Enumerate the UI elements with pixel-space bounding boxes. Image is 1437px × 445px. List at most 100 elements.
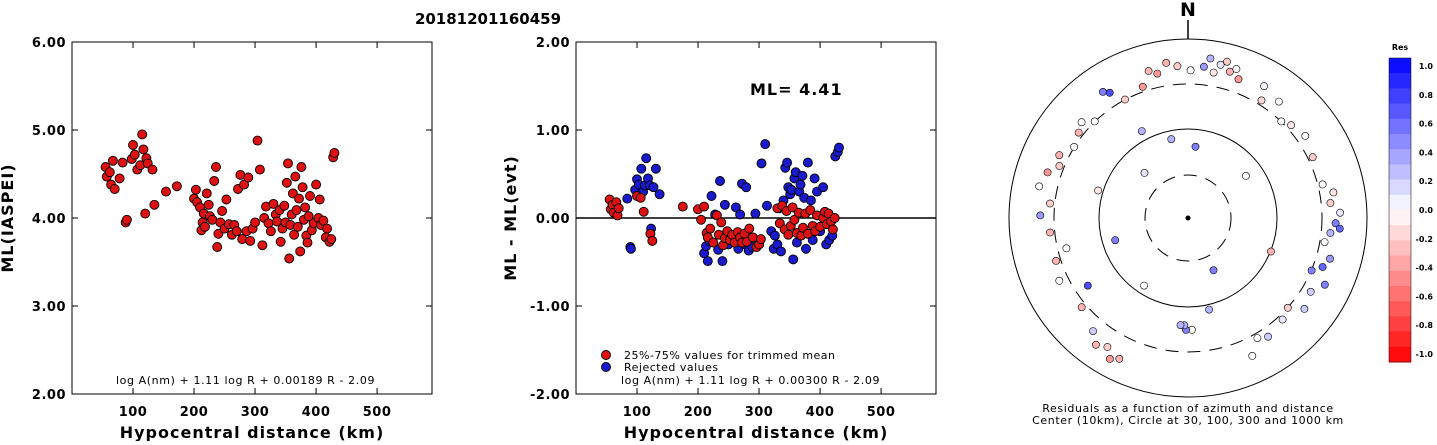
- ml-point: [211, 162, 221, 172]
- ml-point: [303, 211, 314, 222]
- station-point: [1278, 315, 1287, 324]
- ml-point: [212, 242, 223, 252]
- residual-point-trimmed: [755, 234, 766, 245]
- station-point: [1036, 211, 1045, 220]
- y-tick-label: 2.00: [536, 36, 570, 51]
- ml-distance-y-label: ML(IASPEI): [0, 163, 17, 272]
- ml-point: [217, 206, 228, 216]
- ml-point: [190, 184, 201, 195]
- ml-point: [322, 223, 333, 234]
- residual-point-trimmed: [829, 213, 840, 223]
- station-point: [1318, 180, 1327, 189]
- station-point: [1253, 334, 1262, 342]
- station-point: [1173, 62, 1182, 71]
- station-point: [1094, 186, 1102, 195]
- ml-point: [200, 221, 210, 232]
- ml-point: [291, 205, 302, 216]
- station-point: [1329, 188, 1338, 197]
- station-point: [1320, 238, 1329, 246]
- circle-30km: [1144, 174, 1232, 262]
- ml-point: [161, 186, 171, 197]
- station-point: [1083, 281, 1092, 290]
- residual-point-rejected: [650, 163, 661, 174]
- residual-point-rejected: [756, 158, 767, 169]
- ml-point: [329, 147, 340, 158]
- colorbar-cell: [1389, 301, 1411, 317]
- residual-point-rejected: [791, 237, 802, 248]
- ml-point: [171, 181, 182, 192]
- residual-point-rejected: [776, 246, 786, 257]
- ml-point: [117, 157, 128, 168]
- residual-point-trimmed: [708, 237, 719, 248]
- x-tick-label: 300: [745, 405, 774, 420]
- ml-point: [243, 172, 254, 183]
- station-point: [1260, 82, 1268, 91]
- ml-point: [137, 129, 148, 140]
- residual-point-rejected: [760, 139, 771, 150]
- colorbar-cell: [1389, 58, 1411, 74]
- colorbar-cell: [1389, 346, 1411, 363]
- colorbar-cell: [1389, 134, 1411, 150]
- station-point: [1106, 354, 1114, 363]
- residual-point-rejected: [715, 176, 725, 186]
- residual-point-rejected: [818, 182, 829, 193]
- station-point: [1223, 57, 1231, 66]
- colorbar-cell: [1389, 270, 1411, 287]
- station-point: [1103, 343, 1112, 351]
- ml-point: [250, 217, 261, 228]
- residual-point-rejected: [788, 254, 799, 265]
- ml-point: [294, 193, 304, 204]
- station-point: [1257, 96, 1266, 105]
- residual-point-rejected: [809, 173, 820, 184]
- station-point: [1115, 354, 1124, 363]
- residual-point-trimmed: [696, 214, 707, 225]
- colorbar-tick-label: 1.0: [1419, 62, 1434, 71]
- station-point: [1176, 321, 1185, 329]
- residual-point-rejected: [735, 209, 746, 220]
- station-point: [1307, 266, 1316, 275]
- x-tick-label: 400: [806, 405, 835, 420]
- ml-point: [318, 215, 329, 226]
- station-point: [1308, 153, 1317, 162]
- colorbar-tick-labels: 1.0 0.8 0.6 0.4 0.2 0.0 -0.2 -0.4 -0.6 -0.8 -1.0: [1416, 62, 1434, 359]
- station-point: [1077, 118, 1086, 127]
- ml-point: [275, 236, 286, 247]
- station-point: [1046, 199, 1054, 208]
- ml-point: [295, 246, 306, 257]
- residual-point-rejected: [636, 163, 647, 174]
- ml-point: [252, 135, 263, 146]
- ml-point: [257, 240, 268, 251]
- residual-point-rejected: [834, 142, 844, 153]
- residual-point-rejected: [654, 189, 665, 200]
- station-point: [1248, 351, 1257, 360]
- station-point: [1320, 280, 1329, 289]
- colorbar-tick-label: -1.0: [1416, 350, 1434, 359]
- colorbar-tick-label: -0.8: [1416, 321, 1434, 330]
- x-tick-label: 500: [363, 405, 392, 420]
- colorbar-frame: [1388, 57, 1412, 363]
- legend-label-rejected: Rejected values: [624, 361, 719, 374]
- residual-point-trimmed: [744, 223, 755, 234]
- station-point: [1216, 60, 1225, 69]
- colorbar-cell: [1389, 225, 1411, 241]
- y-tick-label: 0.00: [536, 212, 570, 227]
- station-point: [1046, 228, 1054, 237]
- station-point: [1306, 287, 1315, 296]
- residual-point-trimmed: [647, 235, 658, 246]
- residual-point-rejected: [750, 208, 761, 219]
- colorbar-cell: [1389, 194, 1411, 211]
- ml-point: [209, 176, 220, 186]
- ml-point: [284, 253, 295, 264]
- station-point: [1301, 131, 1310, 140]
- residual-point-rejected: [802, 157, 813, 168]
- colorbar-tick-label: -0.2: [1416, 235, 1434, 244]
- residual-point-rejected: [797, 170, 808, 181]
- colorbar-cell: [1389, 286, 1411, 302]
- station-point: [1144, 67, 1153, 75]
- ml-point: [201, 188, 212, 199]
- residual-point-rejected: [641, 153, 652, 164]
- residual-point-rejected: [741, 182, 752, 193]
- station-point: [1318, 263, 1327, 271]
- ml-point: [300, 202, 311, 213]
